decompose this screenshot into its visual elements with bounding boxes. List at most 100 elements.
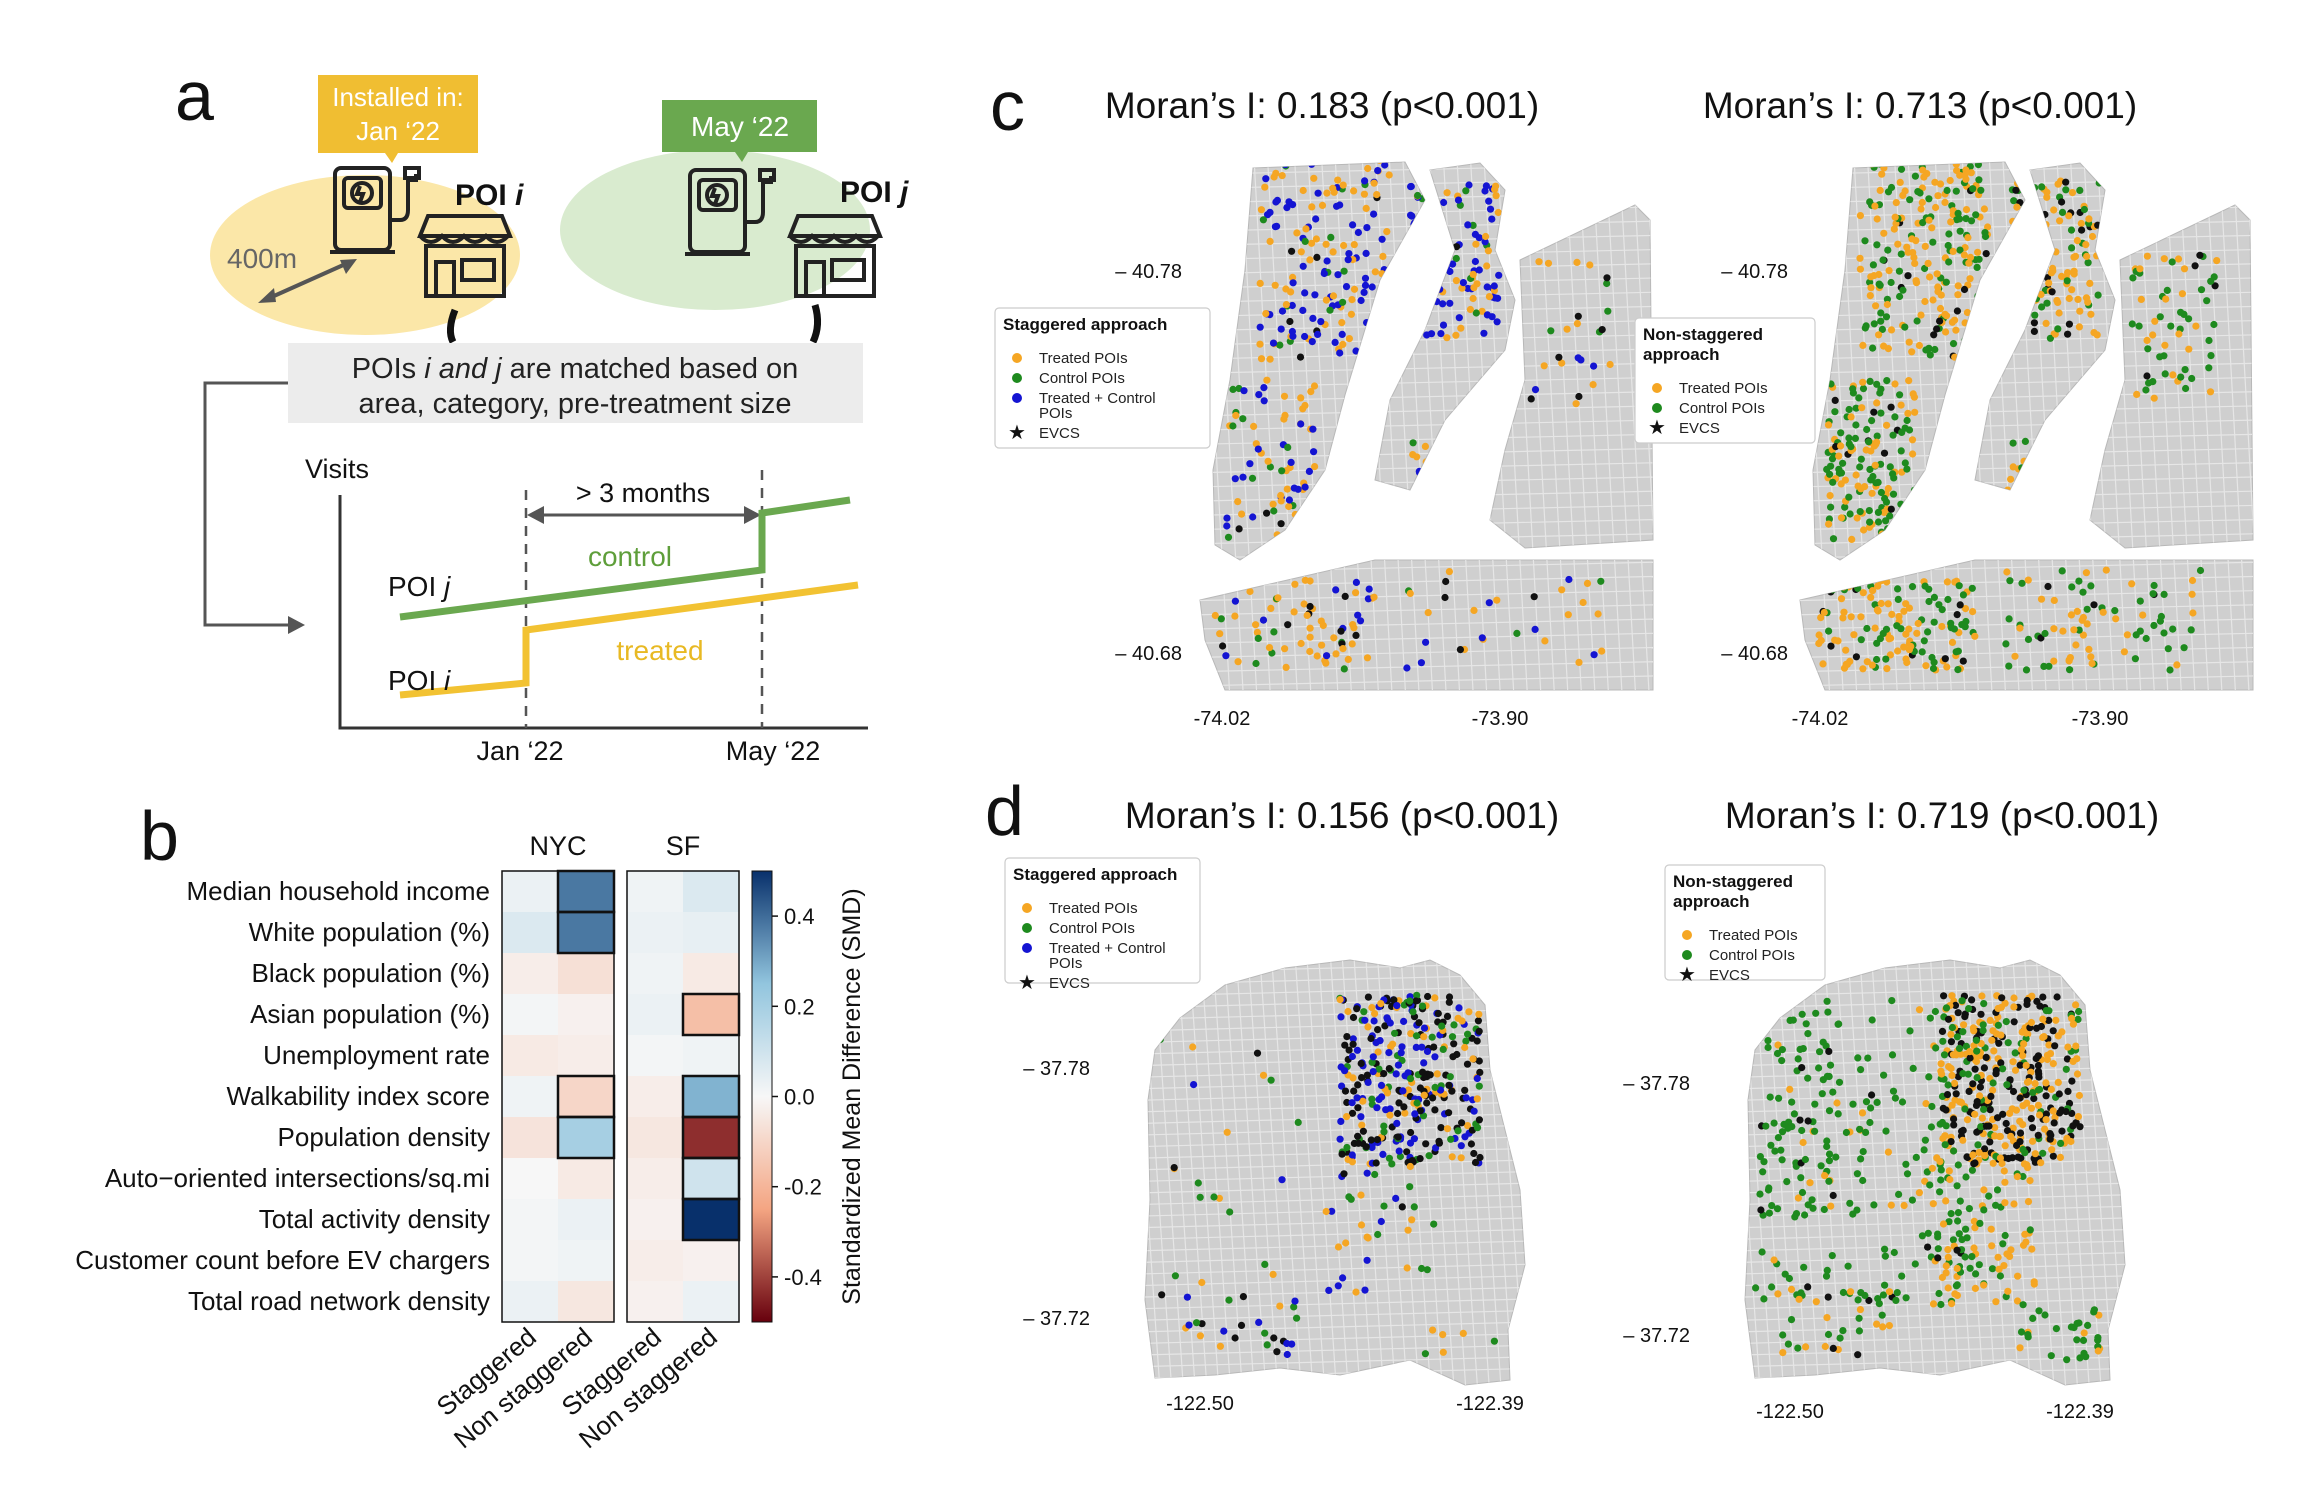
legend-entry: Control POIs (1709, 947, 1795, 964)
poi-marker (1271, 281, 1279, 289)
y-tick-label: – 40.78 (1115, 261, 1182, 283)
poi-marker (1966, 343, 1974, 351)
poi-marker (1371, 334, 1379, 342)
poi-marker (1915, 1189, 1923, 1197)
store-icon (417, 214, 513, 298)
star-icon: ★ (1008, 422, 1026, 444)
poi-marker (1991, 1132, 1999, 1140)
poi-marker (1881, 1245, 1889, 1253)
poi-marker (1854, 1351, 1862, 1359)
poi-marker (1971, 1065, 1979, 1073)
poi-marker (2210, 320, 2218, 329)
poi-marker (1471, 1158, 1480, 1167)
poi-marker (1859, 1148, 1867, 1156)
poi-marker (1266, 237, 1274, 245)
poi-marker (1364, 595, 1372, 603)
poi-marker (1884, 484, 1892, 493)
poi-marker (2050, 206, 2058, 214)
poi-marker (1364, 164, 1372, 173)
poi-marker (1409, 243, 1417, 251)
poi-marker (1990, 1047, 1998, 1055)
poi-marker (1342, 283, 1351, 291)
poi-marker (1878, 170, 1886, 178)
poi-marker (1846, 510, 1854, 518)
poi-marker (2086, 279, 2094, 287)
poi-marker (2062, 1065, 2070, 1073)
poi-marker (1449, 260, 1457, 268)
poi-marker (2185, 345, 2193, 353)
poi-marker (1343, 1098, 1351, 1107)
poi-marker (1340, 267, 1348, 275)
poi-marker (1252, 440, 1260, 448)
poi-marker (1261, 1260, 1269, 1268)
poi-marker (2160, 255, 2168, 263)
poi-marker (1393, 1002, 1401, 1010)
poi-marker (1574, 312, 1582, 320)
poi-marker (1764, 1043, 1772, 1052)
poi-marker (1922, 662, 1930, 670)
poi-marker (2004, 510, 2013, 518)
poi-marker (1968, 1166, 1976, 1174)
poi-marker (1375, 338, 1383, 346)
poi-marker (1901, 523, 1910, 531)
poi-marker (1597, 577, 1605, 585)
poi-marker (2164, 645, 2172, 653)
poi-marker (2010, 275, 2018, 283)
poi-marker (1859, 385, 1868, 393)
poi-marker (2032, 485, 2040, 493)
poi-marker (1452, 243, 1461, 251)
poi-marker (1921, 297, 1929, 306)
poi-marker (2031, 250, 2039, 258)
poi-marker (2070, 270, 2078, 278)
poi-marker (2045, 1016, 2053, 1024)
poi-marker (1349, 1035, 1357, 1043)
poi-marker (1935, 1289, 1943, 1298)
poi-marker (1461, 1086, 1469, 1094)
poi-marker (1234, 498, 1242, 506)
poi-marker (1263, 376, 1271, 384)
poi-marker (1385, 1065, 1393, 1073)
poi-marker (1476, 1068, 1484, 1076)
poi-marker (1941, 1141, 1949, 1149)
poi-marker (1900, 514, 1908, 522)
poi-marker (1473, 1095, 1481, 1103)
poi-marker (1796, 1116, 1804, 1124)
poi-marker (2022, 1238, 2030, 1246)
poi-marker (2031, 1080, 2039, 1088)
poi-marker (1379, 252, 1387, 260)
poi-marker (1862, 1098, 1871, 1106)
poi-marker (1888, 610, 1896, 619)
poi-marker (1446, 267, 1454, 276)
poi-marker (1565, 575, 1573, 584)
poi-marker (1371, 1010, 1379, 1018)
poi-marker (1847, 443, 1855, 451)
poi-marker (1349, 1013, 1358, 1022)
heatmap-cell (683, 1158, 739, 1199)
poi-marker (2016, 624, 2024, 632)
poi-marker (2029, 1314, 2037, 1322)
poi-marker (1895, 1190, 1903, 1198)
poi-marker (2073, 1070, 2082, 1078)
poi-marker (1921, 264, 1929, 273)
poi-marker (1912, 277, 1920, 285)
poi-marker (1954, 209, 1962, 217)
poi-marker (1944, 1284, 1952, 1292)
nyc-staggered-map: Moran’s I: 0.183 (p<0.001)– 40.78– 40.68… (994, 85, 1654, 730)
poi-marker (2043, 493, 2051, 501)
poi-marker (2085, 215, 2093, 223)
poi-marker (1947, 1210, 1955, 1218)
heatmap-cell (683, 1076, 739, 1117)
poi-marker (2042, 319, 2050, 327)
poi-marker (1950, 1121, 1958, 1129)
moran-title: Moran’s I: 0.156 (p<0.001) (1125, 795, 1559, 836)
poi-marker (1953, 1264, 1961, 1273)
poi-marker (1835, 469, 1843, 477)
poi-marker (1555, 353, 1563, 361)
poi-marker (1448, 1087, 1456, 1095)
poi-marker (1326, 306, 1334, 314)
poi-marker (1249, 513, 1257, 521)
poi-marker (1777, 1146, 1785, 1154)
poi-marker (1877, 599, 1885, 608)
poi-marker (1380, 1128, 1388, 1136)
poi-marker (1409, 439, 1417, 447)
